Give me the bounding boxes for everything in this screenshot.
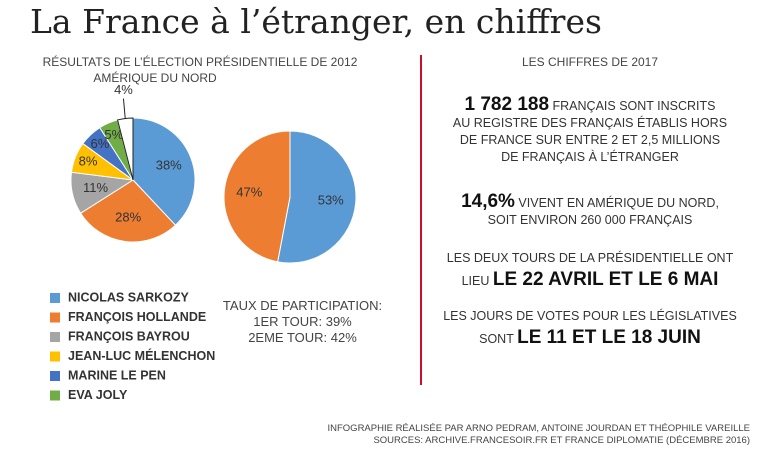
fact-text: AU REGISTRE DES FRANÇAIS ÉTABLIS HORS <box>452 116 728 130</box>
fact: 14,6% VIVENT EN AMÉRIQUE DU NORD, SOIT E… <box>430 191 750 229</box>
value-label: 6% <box>90 136 109 151</box>
legend-label: NICOLAS SARKOZY <box>68 290 190 304</box>
fact-highlight: LE 22 AVRIL ET LE 6 MAI <box>492 269 719 290</box>
value-label: 4% <box>114 82 133 97</box>
legend-swatch <box>50 312 60 323</box>
pie-slice <box>116 117 134 181</box>
value-label: 47% <box>236 185 262 200</box>
pie-slice <box>223 130 291 263</box>
fact-text: SONT <box>479 332 514 346</box>
fact-text: LES DEUX TOURS DE LA PRÉSIDENTIELLE ONT <box>446 251 734 265</box>
value-label: 8% <box>79 154 98 169</box>
fact-text: DE FRANCE SUR ENTRE 2 ET 2,5 MILLIONS <box>459 133 721 147</box>
participation-title: TAUX DE PARTICIPATION: <box>222 298 383 313</box>
value-label: 5% <box>104 127 123 142</box>
fact-text: SOIT ENVIRON 260 000 FRANÇAIS <box>487 213 693 227</box>
fact: 1 782 188 FRANÇAIS SONT INSCRITS AU REGI… <box>430 94 750 166</box>
fact: LES JOURS DE VOTES POUR LES LÉGISLATIVES… <box>430 305 750 350</box>
participation-row: 1ER TOUR: 39% <box>253 314 352 329</box>
leader-line <box>122 98 126 119</box>
legend-swatch <box>50 332 60 342</box>
legend-label: FRANÇOIS BAYROU <box>68 329 190 343</box>
charts: 38% 28% 11% 8% 6%5% 4% 53% 47% NICOLAS SARKOZY FR… <box>50 82 357 402</box>
fact-highlight: LE 11 ET LE 18 JUIN <box>517 327 701 348</box>
pie-slice <box>277 130 357 264</box>
legend-swatch <box>50 371 60 381</box>
pie-slice <box>132 117 196 226</box>
chart-title: RÉSULTATS DE L’ÉLECTION PRÉSIDENTIELLE D… <box>42 55 358 69</box>
fact-highlight: 14,6% <box>461 191 515 212</box>
value-label: 38% <box>156 157 182 172</box>
chart-subtitle: AMÉRIQUE DU NORD <box>93 71 217 85</box>
participation-row: 2EME TOUR: 42% <box>248 330 357 345</box>
footer-line: INFOGRAPHIE RÉALISÉE PAR ARNO PEDRAM, AN… <box>327 423 750 434</box>
value-label: 28% <box>115 210 141 225</box>
divider <box>420 55 422 385</box>
value-label: 53% <box>318 192 344 207</box>
fact-text: LIEU <box>461 274 490 288</box>
fact: LES DEUX TOURS DE LA PRÉSIDENTIELLE ONT … <box>430 247 750 292</box>
legend-swatch <box>50 351 60 362</box>
fact-text: VIVENT EN AMÉRIQUE DU NORD, <box>518 196 719 210</box>
legend-label: MARINE LE PEN <box>68 368 166 382</box>
legend-label: EVA JOLY <box>68 388 128 402</box>
fact-highlight: 1 782 188 <box>464 94 550 115</box>
page-title: La France à l’étranger, en chiffres <box>30 2 602 41</box>
legend-label: FRANÇOIS HOLLANDE <box>68 310 206 324</box>
legend-swatch <box>50 390 60 401</box>
legend-swatch <box>50 293 60 303</box>
legend-label: JEAN-LUC MÉLENCHON <box>68 348 215 363</box>
pie-slice <box>79 179 177 243</box>
facts-title: LES CHIFFRES DE 2017 <box>521 55 659 69</box>
fact-text: FRANÇAIS SONT INSCRITS <box>552 99 716 113</box>
fact-text: DE FRANÇAIS À L’ÉTRANGER <box>501 150 679 164</box>
value-label: 11% <box>83 180 108 195</box>
footer: INFOGRAPHIE RÉALISÉE PAR ARNO PEDRAM, AN… <box>327 423 750 447</box>
fact-text: LES JOURS DE VOTES POUR LES LÉGISLATIVES <box>443 309 737 323</box>
footer-line: SOURCES: ARCHIVE.FRANCESOIR.FR ET FRANCE… <box>373 435 750 446</box>
participation: TAUX DE PARTICIPATION: 1ER TOUR: 39% 2EM… <box>210 298 395 346</box>
